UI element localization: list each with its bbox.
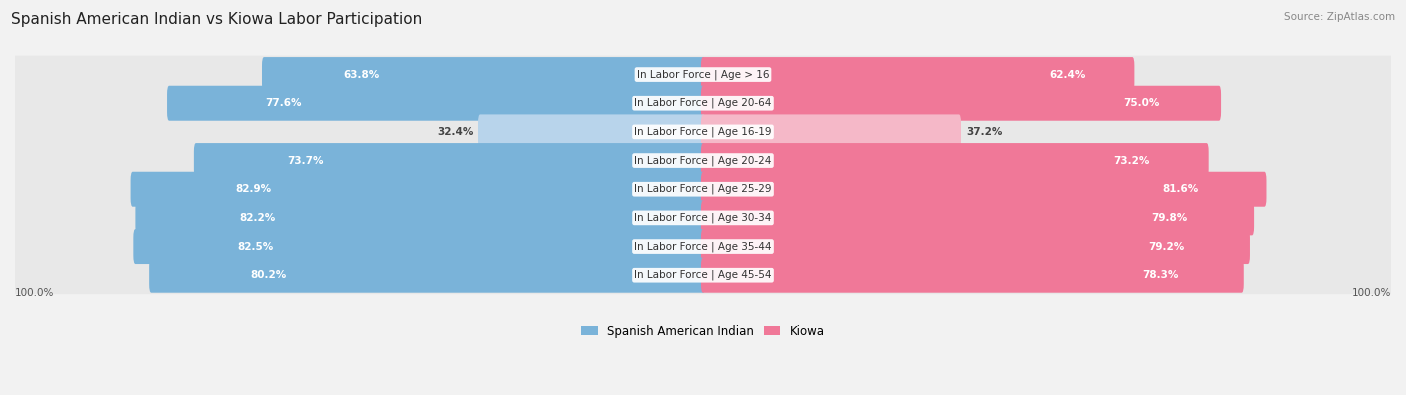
Text: 81.6%: 81.6%	[1163, 184, 1198, 194]
Text: 77.6%: 77.6%	[266, 98, 302, 108]
Text: In Labor Force | Age 20-24: In Labor Force | Age 20-24	[634, 155, 772, 166]
Text: 73.2%: 73.2%	[1114, 156, 1149, 166]
Text: Spanish American Indian vs Kiowa Labor Participation: Spanish American Indian vs Kiowa Labor P…	[11, 12, 422, 27]
Text: 73.7%: 73.7%	[287, 156, 323, 166]
Text: 79.2%: 79.2%	[1149, 242, 1184, 252]
Text: In Labor Force | Age 30-34: In Labor Force | Age 30-34	[634, 213, 772, 223]
Text: In Labor Force | Age > 16: In Labor Force | Age > 16	[637, 69, 769, 80]
Text: 78.3%: 78.3%	[1143, 270, 1180, 280]
Text: Source: ZipAtlas.com: Source: ZipAtlas.com	[1284, 12, 1395, 22]
FancyBboxPatch shape	[702, 115, 960, 149]
FancyBboxPatch shape	[702, 86, 1220, 121]
FancyBboxPatch shape	[149, 258, 704, 293]
FancyBboxPatch shape	[13, 199, 1393, 237]
Text: In Labor Force | Age 45-54: In Labor Force | Age 45-54	[634, 270, 772, 280]
Text: 37.2%: 37.2%	[966, 127, 1002, 137]
FancyBboxPatch shape	[702, 57, 1135, 92]
FancyBboxPatch shape	[194, 143, 704, 178]
FancyBboxPatch shape	[702, 229, 1250, 264]
Text: 82.9%: 82.9%	[235, 184, 271, 194]
FancyBboxPatch shape	[262, 57, 704, 92]
Text: 80.2%: 80.2%	[250, 270, 287, 280]
FancyBboxPatch shape	[167, 86, 704, 121]
FancyBboxPatch shape	[13, 56, 1393, 94]
FancyBboxPatch shape	[702, 258, 1244, 293]
FancyBboxPatch shape	[13, 84, 1393, 122]
Text: In Labor Force | Age 35-44: In Labor Force | Age 35-44	[634, 241, 772, 252]
Text: 32.4%: 32.4%	[437, 127, 474, 137]
FancyBboxPatch shape	[131, 172, 704, 207]
FancyBboxPatch shape	[13, 256, 1393, 294]
FancyBboxPatch shape	[702, 172, 1267, 207]
FancyBboxPatch shape	[135, 200, 704, 235]
Text: 62.4%: 62.4%	[1050, 70, 1085, 79]
Text: In Labor Force | Age 16-19: In Labor Force | Age 16-19	[634, 127, 772, 137]
Text: 82.2%: 82.2%	[239, 213, 276, 223]
FancyBboxPatch shape	[702, 200, 1254, 235]
FancyBboxPatch shape	[134, 229, 704, 264]
FancyBboxPatch shape	[13, 113, 1393, 151]
FancyBboxPatch shape	[13, 228, 1393, 265]
FancyBboxPatch shape	[13, 170, 1393, 208]
Legend: Spanish American Indian, Kiowa: Spanish American Indian, Kiowa	[576, 320, 830, 342]
Text: 82.5%: 82.5%	[238, 242, 274, 252]
FancyBboxPatch shape	[702, 143, 1209, 178]
FancyBboxPatch shape	[478, 115, 704, 149]
Text: In Labor Force | Age 25-29: In Labor Force | Age 25-29	[634, 184, 772, 194]
Text: 75.0%: 75.0%	[1123, 98, 1160, 108]
Text: 63.8%: 63.8%	[343, 70, 380, 79]
Text: 100.0%: 100.0%	[15, 288, 55, 298]
Text: In Labor Force | Age 20-64: In Labor Force | Age 20-64	[634, 98, 772, 109]
Text: 79.8%: 79.8%	[1152, 213, 1188, 223]
Text: 100.0%: 100.0%	[1351, 288, 1391, 298]
FancyBboxPatch shape	[13, 142, 1393, 179]
